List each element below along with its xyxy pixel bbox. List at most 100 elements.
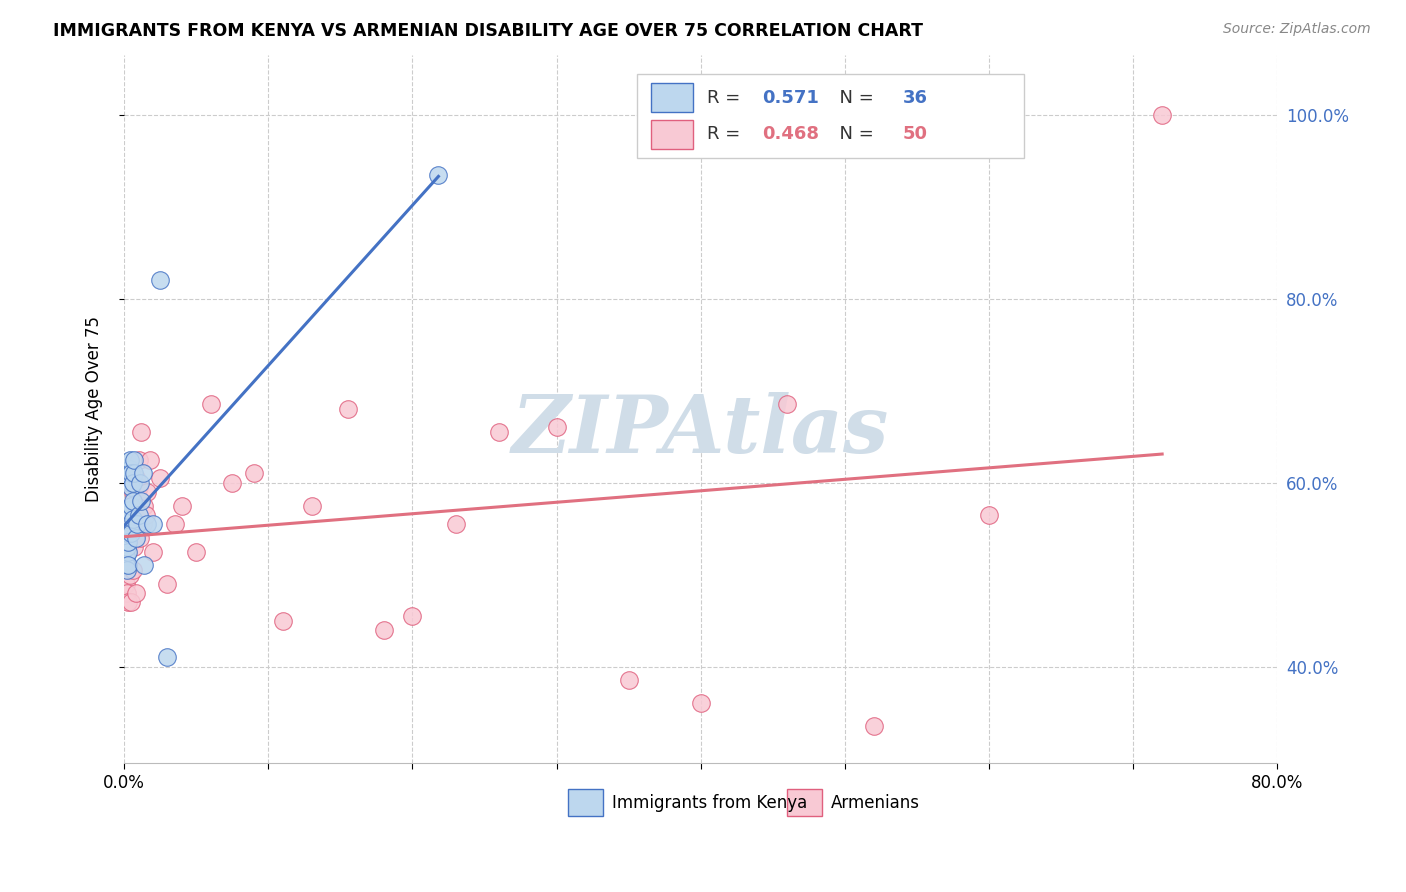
Point — [122, 540, 145, 554]
Point — [149, 471, 172, 485]
Point — [401, 609, 423, 624]
Point — [121, 563, 143, 577]
Point — [117, 544, 139, 558]
Point — [373, 623, 395, 637]
Point — [142, 516, 165, 531]
Point — [118, 475, 141, 490]
Point — [776, 397, 799, 411]
Point — [114, 558, 136, 573]
Point — [121, 484, 143, 499]
Point — [117, 535, 139, 549]
Point — [132, 467, 155, 481]
Point — [186, 544, 208, 558]
Point — [124, 531, 146, 545]
Point — [136, 516, 159, 531]
Point — [156, 650, 179, 665]
Point — [139, 452, 162, 467]
Point — [117, 563, 139, 577]
Point — [120, 467, 142, 481]
Point — [122, 508, 145, 522]
Text: 0.571: 0.571 — [762, 88, 818, 107]
Y-axis label: Disability Age Over 75: Disability Age Over 75 — [86, 316, 103, 502]
Point — [336, 402, 359, 417]
Point — [120, 535, 142, 549]
Point — [122, 452, 145, 467]
Point — [114, 554, 136, 568]
Point — [115, 586, 138, 600]
Point — [979, 508, 1001, 522]
Point — [117, 512, 139, 526]
Point — [134, 499, 156, 513]
Point — [134, 558, 156, 573]
Point — [142, 544, 165, 558]
Point — [118, 512, 141, 526]
Point — [132, 516, 155, 531]
Point — [128, 508, 150, 522]
Point — [115, 563, 138, 577]
Point — [862, 719, 884, 733]
FancyBboxPatch shape — [568, 789, 603, 816]
FancyBboxPatch shape — [651, 83, 693, 112]
Point — [128, 480, 150, 494]
Point — [120, 526, 142, 541]
Point — [170, 499, 193, 513]
Text: 0.468: 0.468 — [762, 126, 818, 144]
Point — [1152, 108, 1174, 122]
Point — [120, 595, 142, 609]
Point — [118, 462, 141, 476]
Text: Armenians: Armenians — [831, 794, 920, 812]
Point — [121, 475, 143, 490]
Point — [120, 499, 142, 513]
Point — [117, 522, 139, 536]
Text: 50: 50 — [903, 126, 928, 144]
Point — [488, 425, 510, 439]
Point — [221, 475, 243, 490]
FancyBboxPatch shape — [787, 789, 823, 816]
Point — [129, 531, 152, 545]
Point — [115, 526, 138, 541]
Text: N =: N = — [828, 88, 879, 107]
Point — [122, 467, 145, 481]
Point — [131, 494, 153, 508]
Point — [117, 503, 139, 517]
Point — [546, 420, 568, 434]
Point — [124, 586, 146, 600]
Point — [124, 471, 146, 485]
Point — [121, 494, 143, 508]
Point — [114, 576, 136, 591]
Point — [427, 168, 450, 182]
Point — [128, 452, 150, 467]
Point — [149, 273, 172, 287]
Point — [115, 540, 138, 554]
Point — [271, 614, 294, 628]
Text: IMMIGRANTS FROM KENYA VS ARMENIAN DISABILITY AGE OVER 75 CORRELATION CHART: IMMIGRANTS FROM KENYA VS ARMENIAN DISABI… — [53, 22, 924, 40]
Text: ZIPAtlas: ZIPAtlas — [512, 392, 890, 469]
Text: R =: R = — [707, 88, 745, 107]
Point — [120, 480, 142, 494]
Point — [127, 516, 149, 531]
Point — [156, 576, 179, 591]
Point — [163, 516, 186, 531]
Point — [129, 475, 152, 490]
Point — [301, 499, 323, 513]
FancyBboxPatch shape — [637, 74, 1024, 158]
Point — [118, 452, 141, 467]
Point — [243, 467, 266, 481]
Point — [617, 673, 640, 688]
Point — [131, 425, 153, 439]
Text: Source: ZipAtlas.com: Source: ZipAtlas.com — [1223, 22, 1371, 37]
FancyBboxPatch shape — [651, 120, 693, 149]
Point — [115, 540, 138, 554]
Point — [118, 567, 141, 582]
Point — [117, 595, 139, 609]
Point — [136, 484, 159, 499]
Point — [115, 531, 138, 545]
Text: 36: 36 — [903, 88, 928, 107]
Point — [127, 526, 149, 541]
Point — [114, 549, 136, 564]
Point — [444, 516, 467, 531]
Text: Immigrants from Kenya: Immigrants from Kenya — [612, 794, 807, 812]
Point — [121, 512, 143, 526]
Point — [135, 508, 157, 522]
Point — [117, 558, 139, 573]
